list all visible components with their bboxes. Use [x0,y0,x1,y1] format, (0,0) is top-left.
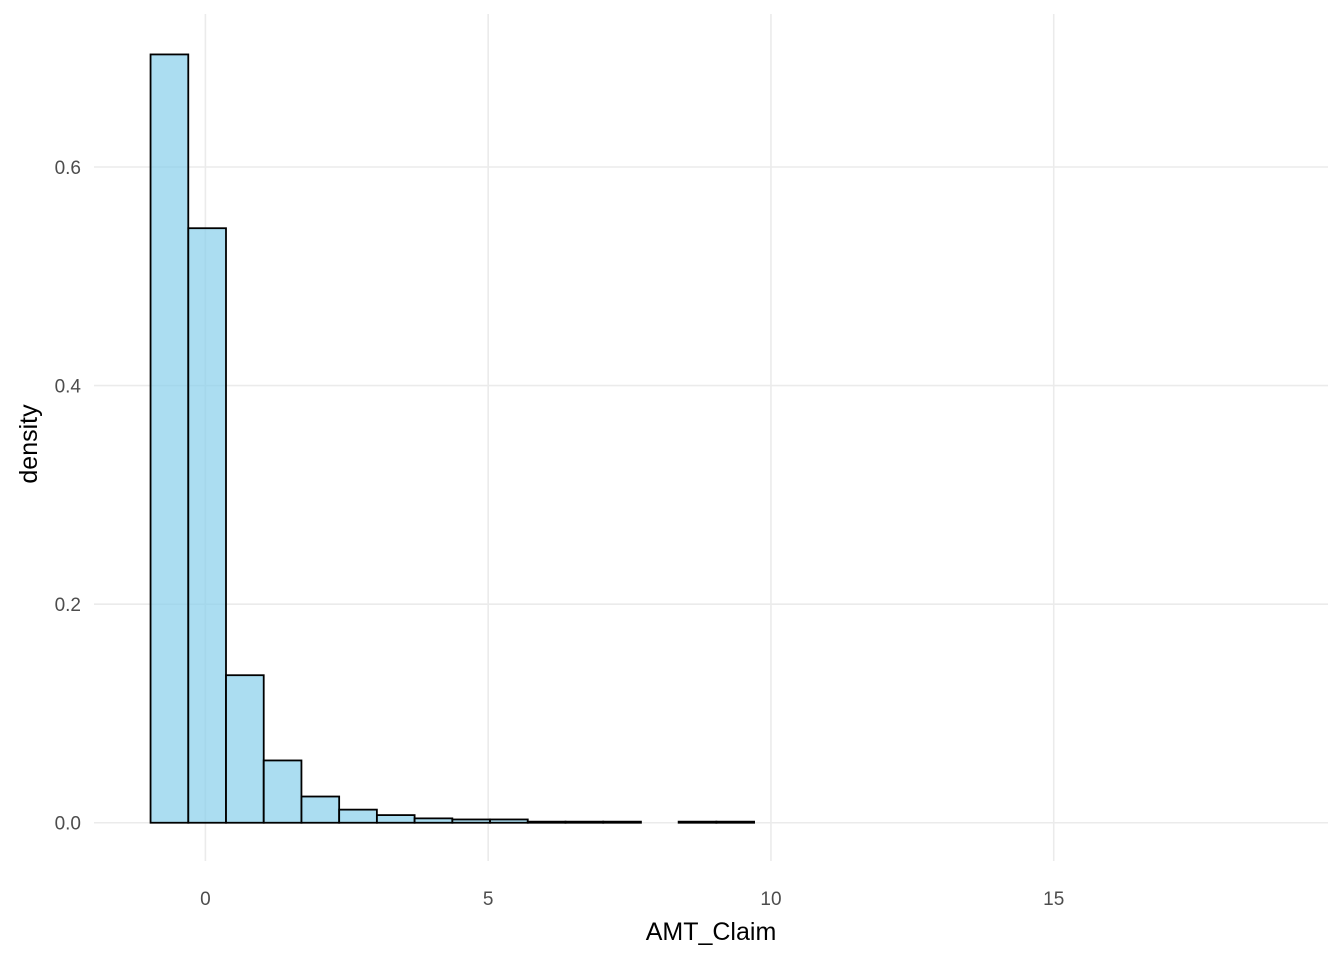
histogram-bars [149,53,755,824]
histogram-bar [300,795,341,824]
histogram-bar [451,818,491,824]
y-tick-label: 0.0 [55,814,81,835]
x-tick-label: 15 [1043,889,1064,910]
histogram-bar [489,818,529,824]
gridlines [94,14,1328,861]
histogram-bar [338,808,378,824]
histogram-bar [149,53,190,824]
histogram-bar [375,814,416,824]
histogram-bar [564,820,605,824]
histogram-bar [413,817,454,824]
x-tick-label: 10 [760,889,781,910]
histogram-bar [677,820,718,824]
x-axis-tick-labels: 0 5 10 15 [200,889,1064,910]
histogram-bar [715,820,755,824]
y-tick-label: 0.2 [55,595,81,616]
x-axis-title: AMT_Claim [646,918,777,946]
y-axis-tick-labels: 0.0 0.2 0.4 0.6 [55,158,82,835]
histogram-bar [225,674,265,824]
x-tick-label: 0 [200,889,211,910]
histogram-bar [526,820,567,824]
y-tick-label: 0.4 [55,377,82,398]
y-axis-title: density [15,404,43,484]
y-tick-label: 0.6 [55,158,81,179]
x-tick-label: 5 [483,889,494,910]
histogram-bar [187,227,227,824]
histogram-bar [602,820,642,824]
histogram-bar [262,759,303,824]
